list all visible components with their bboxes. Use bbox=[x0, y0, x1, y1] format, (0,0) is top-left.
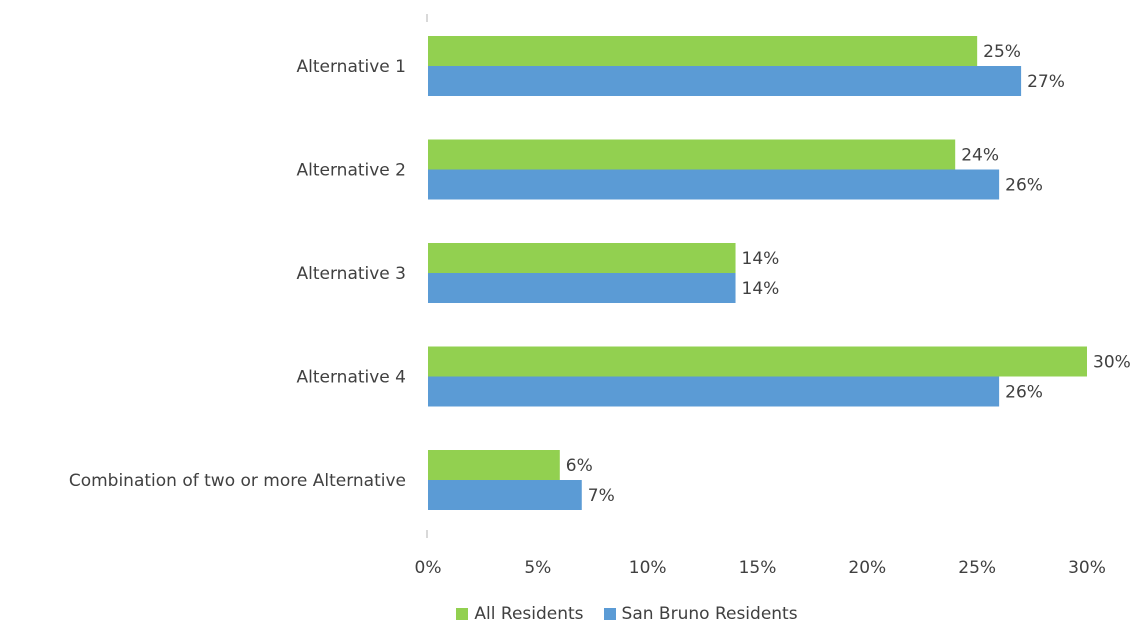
category-label-alternative-1: Alternative 1 bbox=[297, 57, 407, 77]
x-tick-label-15pct: 15% bbox=[739, 558, 777, 578]
bar-all-residents-alternative-1 bbox=[428, 36, 978, 66]
data-label-san-bruno-residents-combination-of-two-or-more-alternative: 7% bbox=[588, 486, 615, 506]
legend-item-san-bruno-residents: San Bruno Residents bbox=[603, 604, 798, 624]
bar-all-residents-alternative-2 bbox=[428, 139, 956, 170]
data-label-all-residents-alternative-3: 14% bbox=[742, 249, 780, 269]
data-label-san-bruno-residents-alternative-4: 26% bbox=[1005, 383, 1043, 403]
category-label-alternative-3: Alternative 3 bbox=[297, 264, 407, 284]
x-tick-label-5pct: 5% bbox=[524, 558, 551, 578]
data-label-all-residents-alternative-2: 24% bbox=[961, 146, 999, 166]
x-tick-label-30pct: 30% bbox=[1068, 558, 1106, 578]
category-label-alternative-4: Alternative 4 bbox=[297, 368, 407, 388]
data-label-san-bruno-residents-alternative-3: 14% bbox=[742, 279, 780, 299]
legend-swatch-all-residents bbox=[456, 608, 469, 620]
bar-all-residents-combination-of-two-or-more-alternative bbox=[428, 450, 560, 480]
bars-layer bbox=[428, 36, 1087, 510]
legend-label-san-bruno-residents: San Bruno Residents bbox=[621, 604, 798, 624]
bar-san-bruno-residents-combination-of-two-or-more-alternative bbox=[428, 480, 582, 510]
x-tick-label-20pct: 20% bbox=[848, 558, 886, 578]
legend-label-all-residents: All Residents bbox=[474, 604, 584, 624]
legend: All Residents San Bruno Residents bbox=[60, 604, 1134, 624]
data-label-all-residents-alternative-1: 25% bbox=[983, 42, 1021, 62]
data-label-all-residents-alternative-4: 30% bbox=[1093, 353, 1131, 373]
data-label-all-residents-combination-of-two-or-more-alternative: 6% bbox=[566, 456, 593, 476]
category-label-alternative-2: Alternative 2 bbox=[297, 161, 407, 181]
bar-san-bruno-residents-alternative-4 bbox=[428, 376, 1000, 407]
bar-san-bruno-residents-alternative-3 bbox=[428, 273, 736, 303]
category-label-combination-of-two-or-more-alternative: Combination of two or more Alternative bbox=[69, 471, 406, 491]
x-tick-label-10pct: 10% bbox=[629, 558, 667, 578]
legend-swatch-san-bruno-residents bbox=[603, 608, 616, 620]
legend-item-all-residents: All Residents bbox=[456, 604, 584, 624]
x-tick-label-25pct: 25% bbox=[958, 558, 996, 578]
bar-san-bruno-residents-alternative-1 bbox=[428, 66, 1022, 96]
bar-all-residents-alternative-3 bbox=[428, 243, 736, 273]
bar-all-residents-alternative-4 bbox=[428, 346, 1087, 377]
data-label-san-bruno-residents-alternative-1: 27% bbox=[1027, 72, 1065, 92]
bar-san-bruno-residents-alternative-2 bbox=[428, 169, 1000, 200]
data-label-san-bruno-residents-alternative-2: 26% bbox=[1005, 176, 1043, 196]
x-tick-label-0pct: 0% bbox=[415, 558, 442, 578]
labels-layer: Alternative 1 25% 27% Alternative 2 24% 26% Al… bbox=[69, 42, 1131, 578]
